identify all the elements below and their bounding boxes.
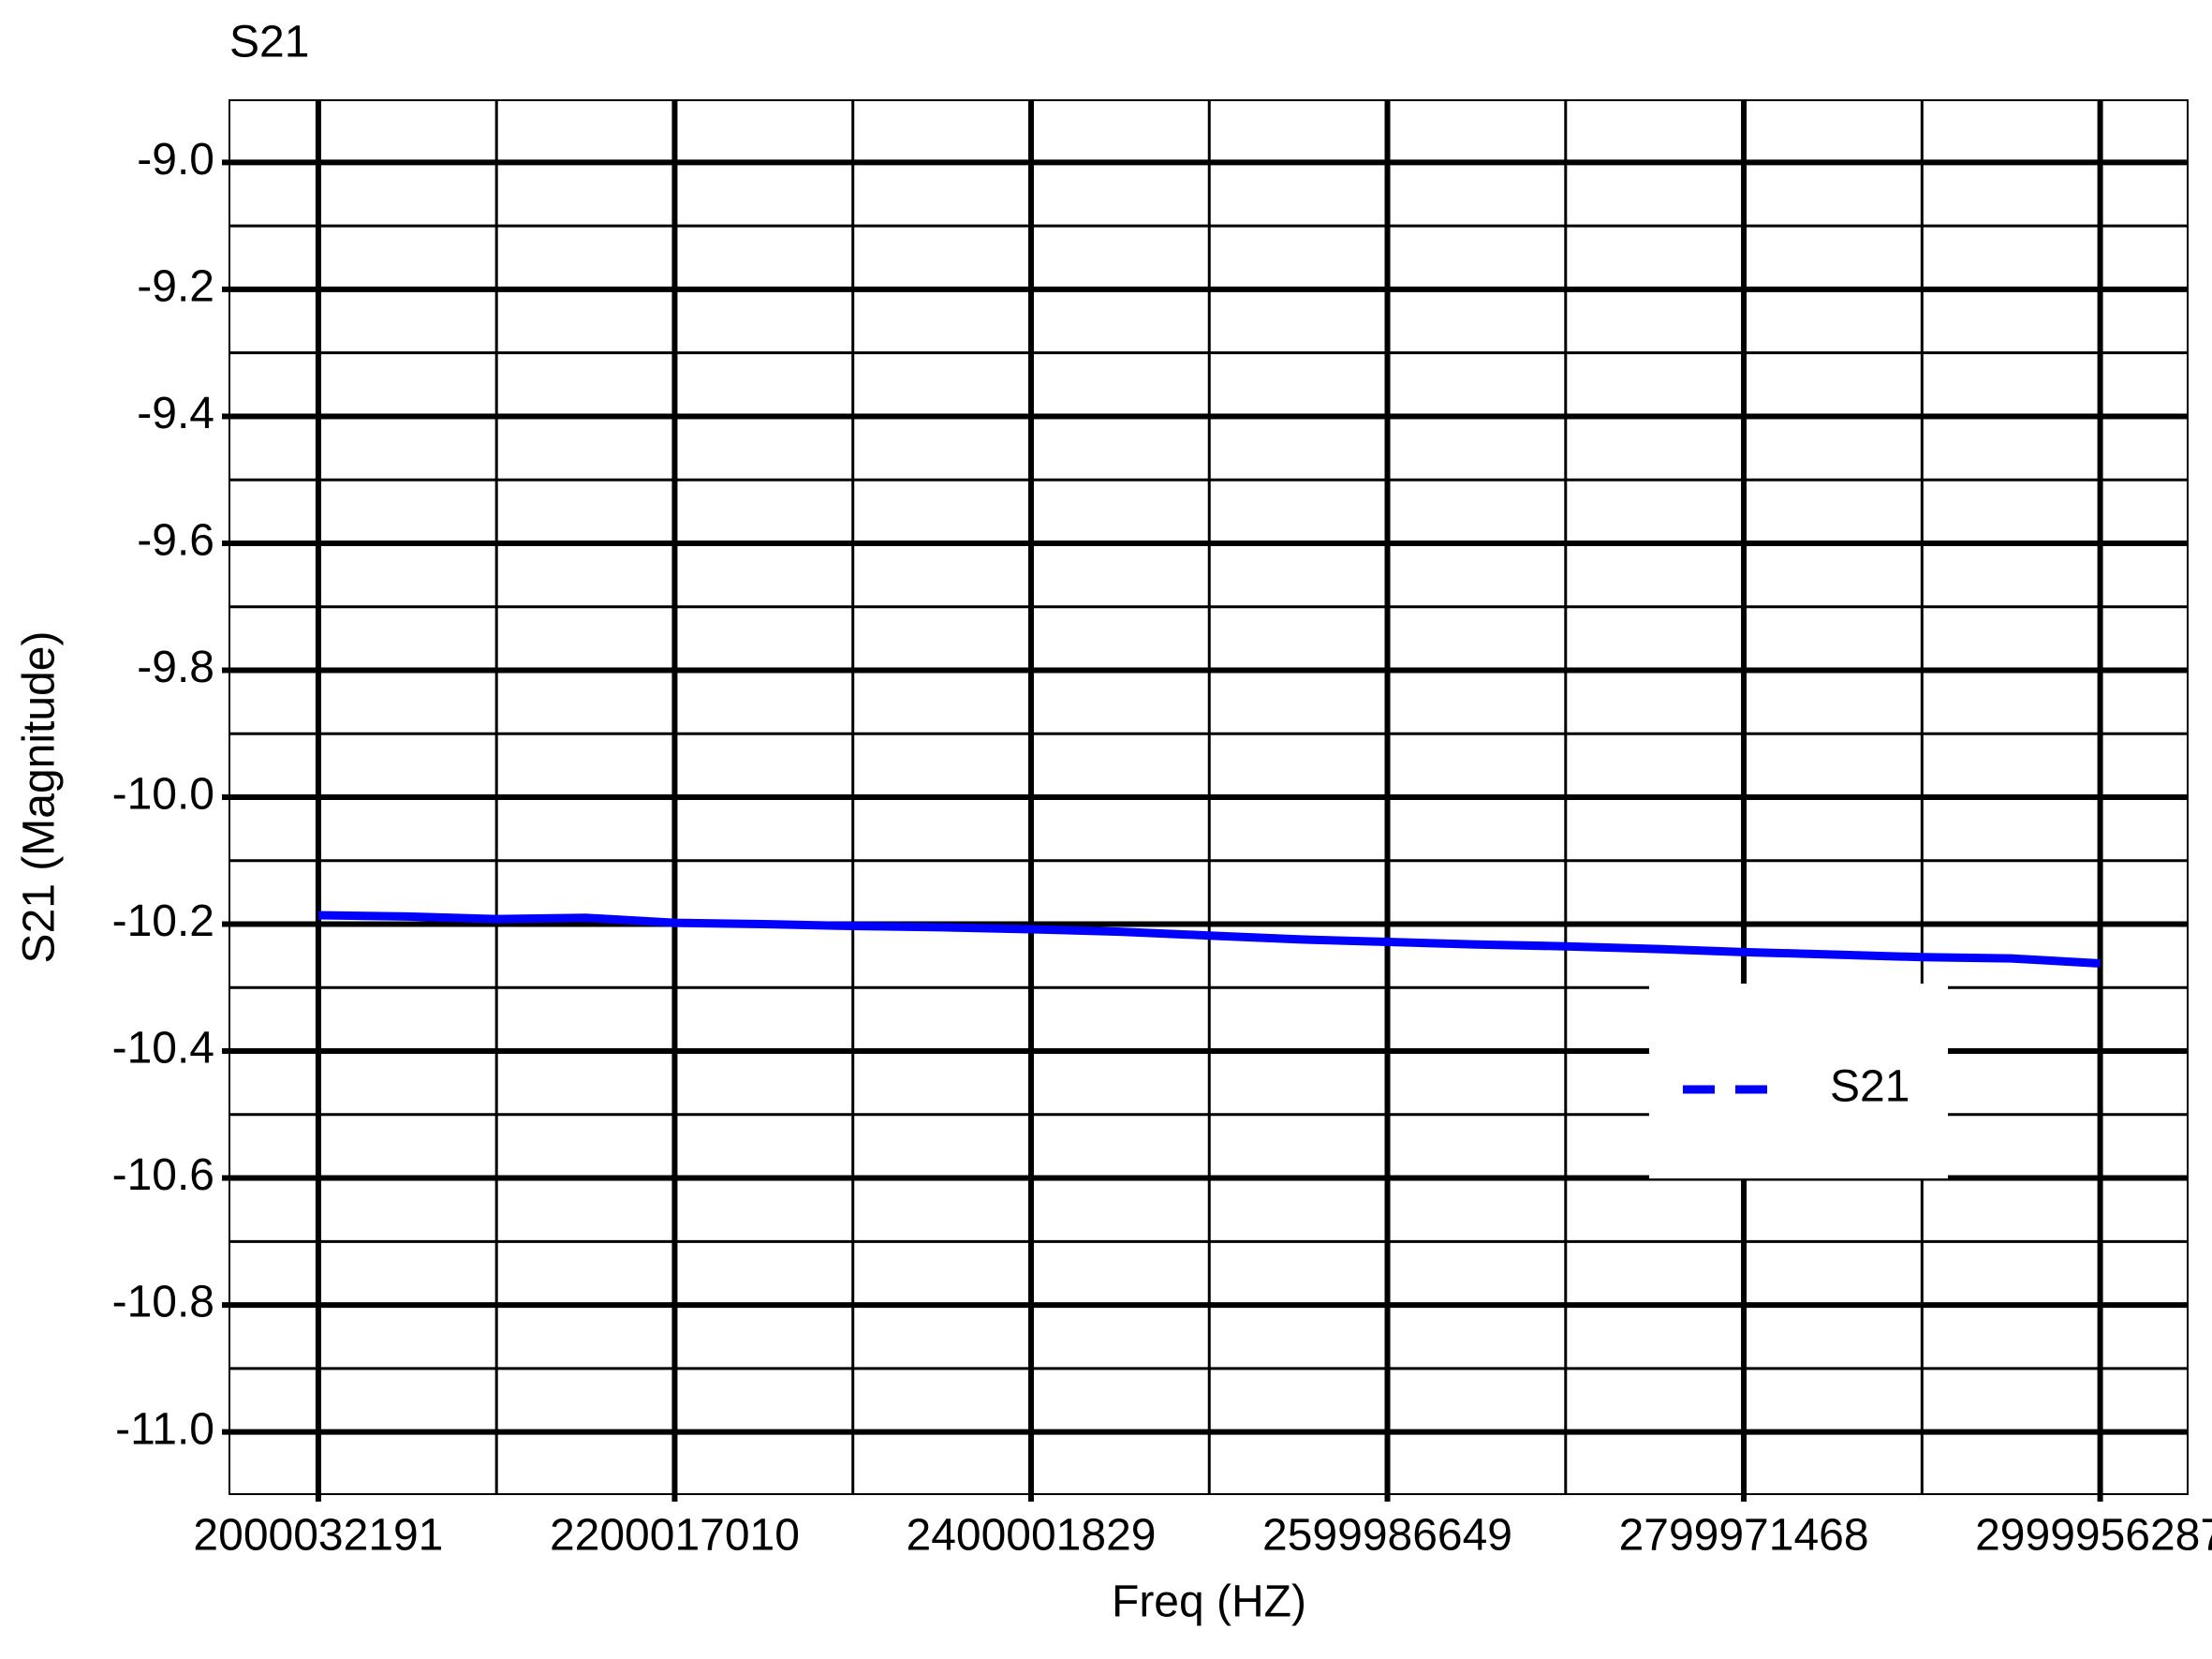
x-tick-label: 2000032191 <box>193 1511 443 1561</box>
legend: S21 <box>1649 984 1948 1178</box>
y-tick-label: -9.0 <box>137 135 214 185</box>
y-tick-label: -9.6 <box>137 516 214 566</box>
y-tick-label: -11.0 <box>115 1404 214 1454</box>
y-tick-label: -9.8 <box>137 643 214 692</box>
x-tick-label: 2599986649 <box>1262 1511 1512 1561</box>
y-axis-label: S21 (Magnitude) <box>15 631 65 964</box>
y-tick-label: -10.4 <box>112 1024 214 1074</box>
x-tick-label: 2999956287 <box>1975 1511 2212 1561</box>
x-tick-label: 2400001829 <box>907 1511 1157 1561</box>
data-line <box>317 911 2101 969</box>
y-tick-label: -10.2 <box>112 896 214 946</box>
y-tick-label: -10.6 <box>112 1150 214 1200</box>
y-tick-label: -10.0 <box>112 770 214 820</box>
y-tick-label: -9.2 <box>137 262 214 312</box>
legend-label: S21 <box>1830 1062 1910 1112</box>
x-axis-label: Freq (HZ) <box>1112 1578 1306 1627</box>
y-tick-label: -9.4 <box>137 389 214 438</box>
y-tick-label: -10.8 <box>112 1278 214 1327</box>
x-tick-label: 2200017010 <box>550 1511 800 1561</box>
x-tick-label: 2799971468 <box>1619 1511 1869 1561</box>
chart-title: S21 <box>229 18 309 67</box>
legend-box <box>1649 984 1948 1178</box>
